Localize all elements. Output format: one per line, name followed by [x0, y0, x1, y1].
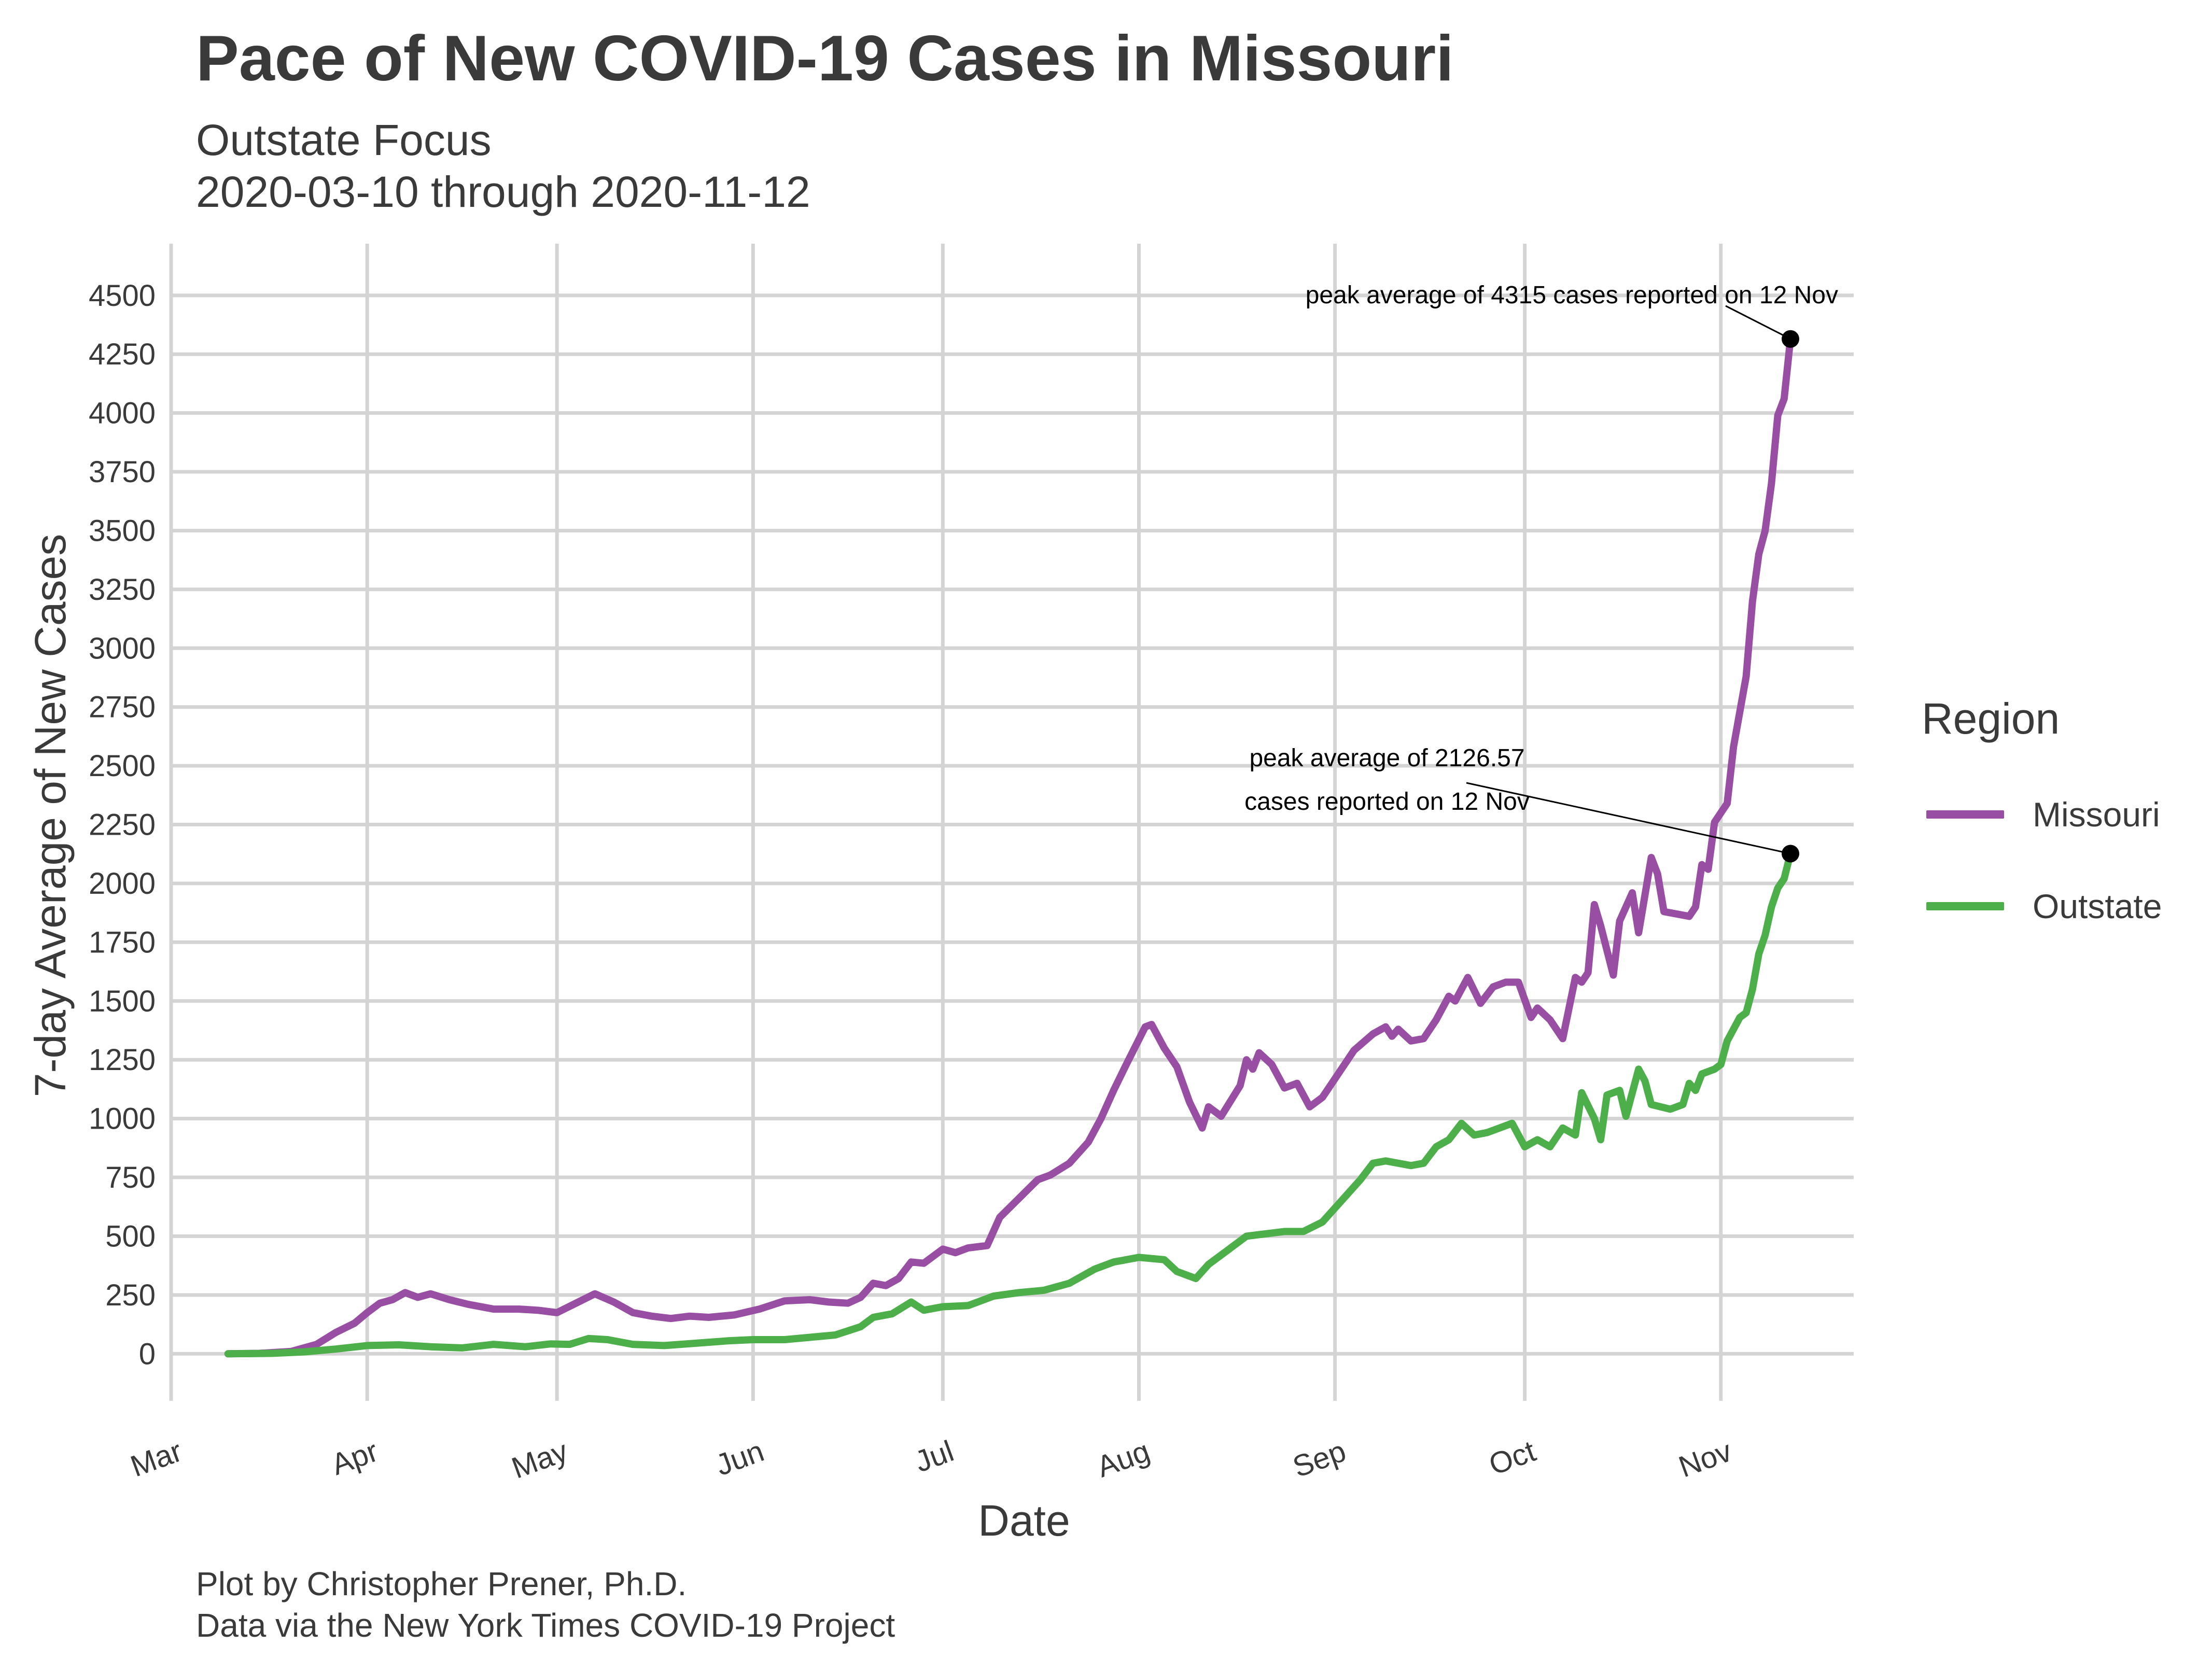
annotations: peak average of 4315 cases reported on 1…: [1244, 282, 1838, 863]
x-tick-label: Oct: [1485, 1434, 1540, 1482]
y-tick-label: 250: [105, 1278, 156, 1312]
x-tick-label: Mar: [126, 1434, 186, 1483]
x-tick-label: Nov: [1674, 1434, 1736, 1484]
y-tick-label: 750: [105, 1161, 156, 1194]
legend-title: Region: [1922, 694, 2060, 743]
y-tick-label: 1500: [89, 985, 156, 1018]
y-tick-label: 2750: [89, 691, 156, 724]
annotation-label: peak average of 4315 cases reported on 1…: [1306, 282, 1838, 309]
series-line-missouri: [224, 335, 1794, 1358]
y-tick-label: 3000: [89, 631, 156, 665]
legend-swatch-outstate: [1926, 902, 2004, 910]
y-tick-label: 3250: [89, 573, 156, 607]
y-tick-label: 2250: [89, 808, 156, 842]
y-tick-label: 4250: [89, 338, 156, 371]
y-axis-label: 7-day Average of New Cases: [26, 534, 75, 1097]
y-tick-label: 3750: [89, 455, 156, 489]
annotation-leader-line: [1725, 305, 1791, 340]
x-tick-label: May: [507, 1434, 572, 1485]
annotation-leader-line: [1466, 782, 1791, 854]
x-tick-label: Aug: [1093, 1434, 1154, 1484]
series-lines: [224, 335, 1794, 1358]
legend-label-outstate: Outstate: [2033, 887, 2162, 925]
peak-point-outstate: [1782, 845, 1800, 863]
y-tick-label: 2500: [89, 749, 156, 783]
chart-title: Pace of New COVID-19 Cases in Missouri: [196, 23, 1454, 94]
legend-label-missouri: Missouri: [2033, 795, 2160, 834]
chart-subtitle: Outstate Focus: [196, 116, 492, 164]
y-tick-label: 1250: [89, 1043, 156, 1077]
chart-date-range: 2020-03-10 through 2020-11-12: [196, 167, 810, 216]
x-tick-label: Apr: [327, 1434, 383, 1482]
y-tick-label: 500: [105, 1219, 156, 1253]
caption-author: Plot by Christopher Prener, Ph.D.: [196, 1565, 687, 1602]
y-tick-label: 2000: [89, 867, 156, 901]
legend-item-missouri: Missouri: [1926, 794, 2160, 835]
gridlines: [169, 244, 1854, 1401]
x-tick-label: Jul: [911, 1434, 958, 1479]
legend-item-outstate: Outstate: [1926, 885, 2162, 927]
y-tick-label: 4500: [89, 279, 156, 313]
caption-source: Data via the New York Times COVID-19 Pro…: [196, 1607, 895, 1644]
series-line-outstate: [224, 850, 1794, 1358]
x-axis-label: Date: [978, 1496, 1070, 1545]
y-tick-label: 4000: [89, 397, 156, 430]
legend-swatch-missouri: [1926, 810, 2004, 819]
y-tick-label: 1000: [89, 1102, 156, 1136]
annotation-label: peak average of 2126.57: [1249, 744, 1524, 772]
y-tick-label: 1750: [89, 925, 156, 959]
y-tick-label: 3500: [89, 514, 156, 547]
y-tick-label: 0: [139, 1337, 156, 1371]
x-tick-label: Sep: [1289, 1434, 1350, 1484]
peak-point-missouri: [1782, 330, 1800, 348]
x-tick-label: Jun: [711, 1434, 768, 1482]
annotation-label: cases reported on 12 Nov: [1244, 788, 1530, 816]
